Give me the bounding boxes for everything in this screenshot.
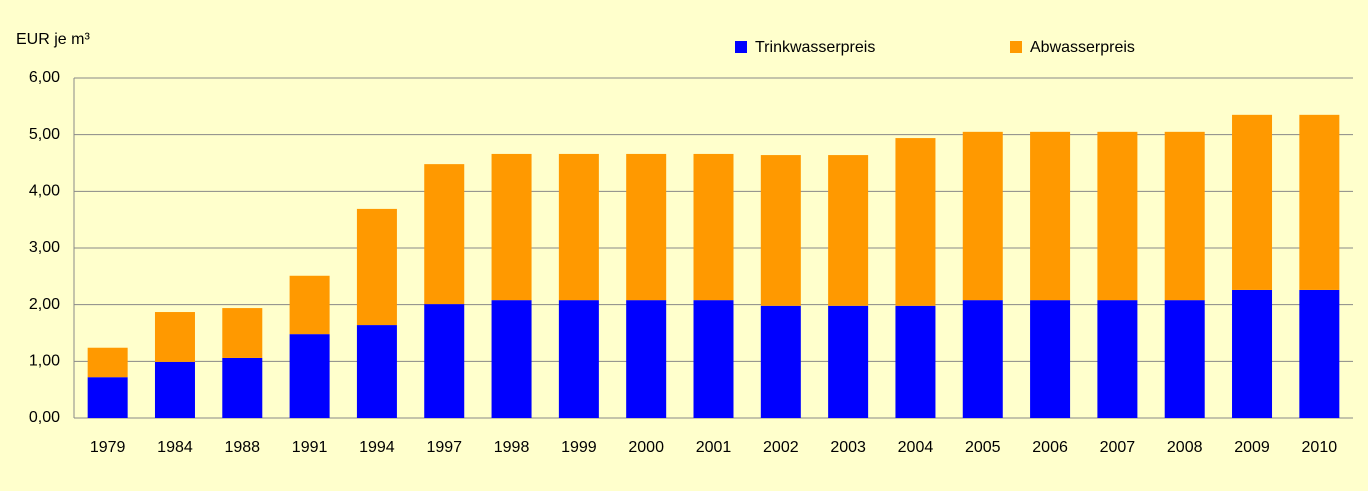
bar-segment <box>356 325 397 418</box>
bar-segment <box>626 300 667 418</box>
bar-segment <box>154 312 195 362</box>
bar-segment <box>558 153 599 301</box>
x-tick-label: 2004 <box>898 439 934 456</box>
bar-segment <box>1164 300 1205 418</box>
bar-segment <box>154 361 195 418</box>
bar-segment <box>828 155 869 306</box>
x-tick-label: 2008 <box>1167 439 1203 456</box>
bar-segment <box>222 357 263 418</box>
bar-segment <box>760 305 801 418</box>
bar-segment <box>962 131 1003 301</box>
bar-segment <box>693 153 734 301</box>
bar-segment <box>962 300 1003 418</box>
y-axis-label: EUR je m³ <box>16 31 90 48</box>
x-tick-label: 1988 <box>224 439 260 456</box>
bar-segment <box>222 308 263 358</box>
y-tick-label: 5,00 <box>29 126 60 143</box>
legend-label: Trinkwasserpreis <box>755 39 875 56</box>
y-tick-label: 6,00 <box>29 69 60 86</box>
bar-segment <box>1299 289 1340 418</box>
bar-segment <box>356 208 397 326</box>
x-tick-label: 2002 <box>763 439 799 456</box>
x-tick-label: 1991 <box>292 439 328 456</box>
bar-segment <box>1030 300 1071 418</box>
bar-segment <box>828 305 869 418</box>
bar-segment <box>693 300 734 418</box>
bar-segment <box>424 164 465 305</box>
x-tick-label: 1998 <box>494 439 530 456</box>
bar-segment <box>626 153 667 301</box>
x-tick-label: 2007 <box>1100 439 1136 456</box>
x-tick-label: 1999 <box>561 439 597 456</box>
x-tick-label: 1994 <box>359 439 395 456</box>
y-tick-label: 3,00 <box>29 239 60 256</box>
bar-segment <box>1030 131 1071 301</box>
x-tick-label: 1979 <box>90 439 126 456</box>
bar-segment <box>424 304 465 418</box>
x-tick-label: 1997 <box>426 439 462 456</box>
x-tick-label: 2003 <box>830 439 866 456</box>
bar-segment <box>1097 131 1138 301</box>
legend-swatch <box>735 41 747 53</box>
x-tick-label: 2005 <box>965 439 1001 456</box>
x-tick-label: 2006 <box>1032 439 1068 456</box>
bar-segment <box>760 155 801 306</box>
y-tick-label: 0,00 <box>29 409 60 426</box>
x-tick-label: 2001 <box>696 439 732 456</box>
bar-segment <box>1232 289 1273 418</box>
legend-label: Abwasserpreis <box>1030 39 1135 56</box>
bar-segment <box>1164 131 1205 301</box>
bar-segment <box>895 138 936 306</box>
bar-segment <box>558 300 599 418</box>
bar-segment <box>1097 300 1138 418</box>
bar-segment <box>491 153 532 301</box>
x-tick-label: 1984 <box>157 439 193 456</box>
x-tick-label: 2010 <box>1302 439 1338 456</box>
y-tick-label: 4,00 <box>29 183 60 200</box>
y-tick-label: 2,00 <box>29 296 60 313</box>
bar-segment <box>1232 114 1273 290</box>
y-tick-label: 1,00 <box>29 353 60 370</box>
bar-segment <box>87 377 128 418</box>
x-tick-label: 2009 <box>1234 439 1270 456</box>
bar-segment <box>289 334 330 418</box>
bar-segment <box>895 305 936 418</box>
legend-swatch <box>1010 41 1022 53</box>
bar-segment <box>289 275 330 335</box>
x-tick-label: 2000 <box>628 439 664 456</box>
bar-segment <box>491 300 532 418</box>
bar-segment <box>1299 114 1340 290</box>
bar-segment <box>87 347 128 378</box>
